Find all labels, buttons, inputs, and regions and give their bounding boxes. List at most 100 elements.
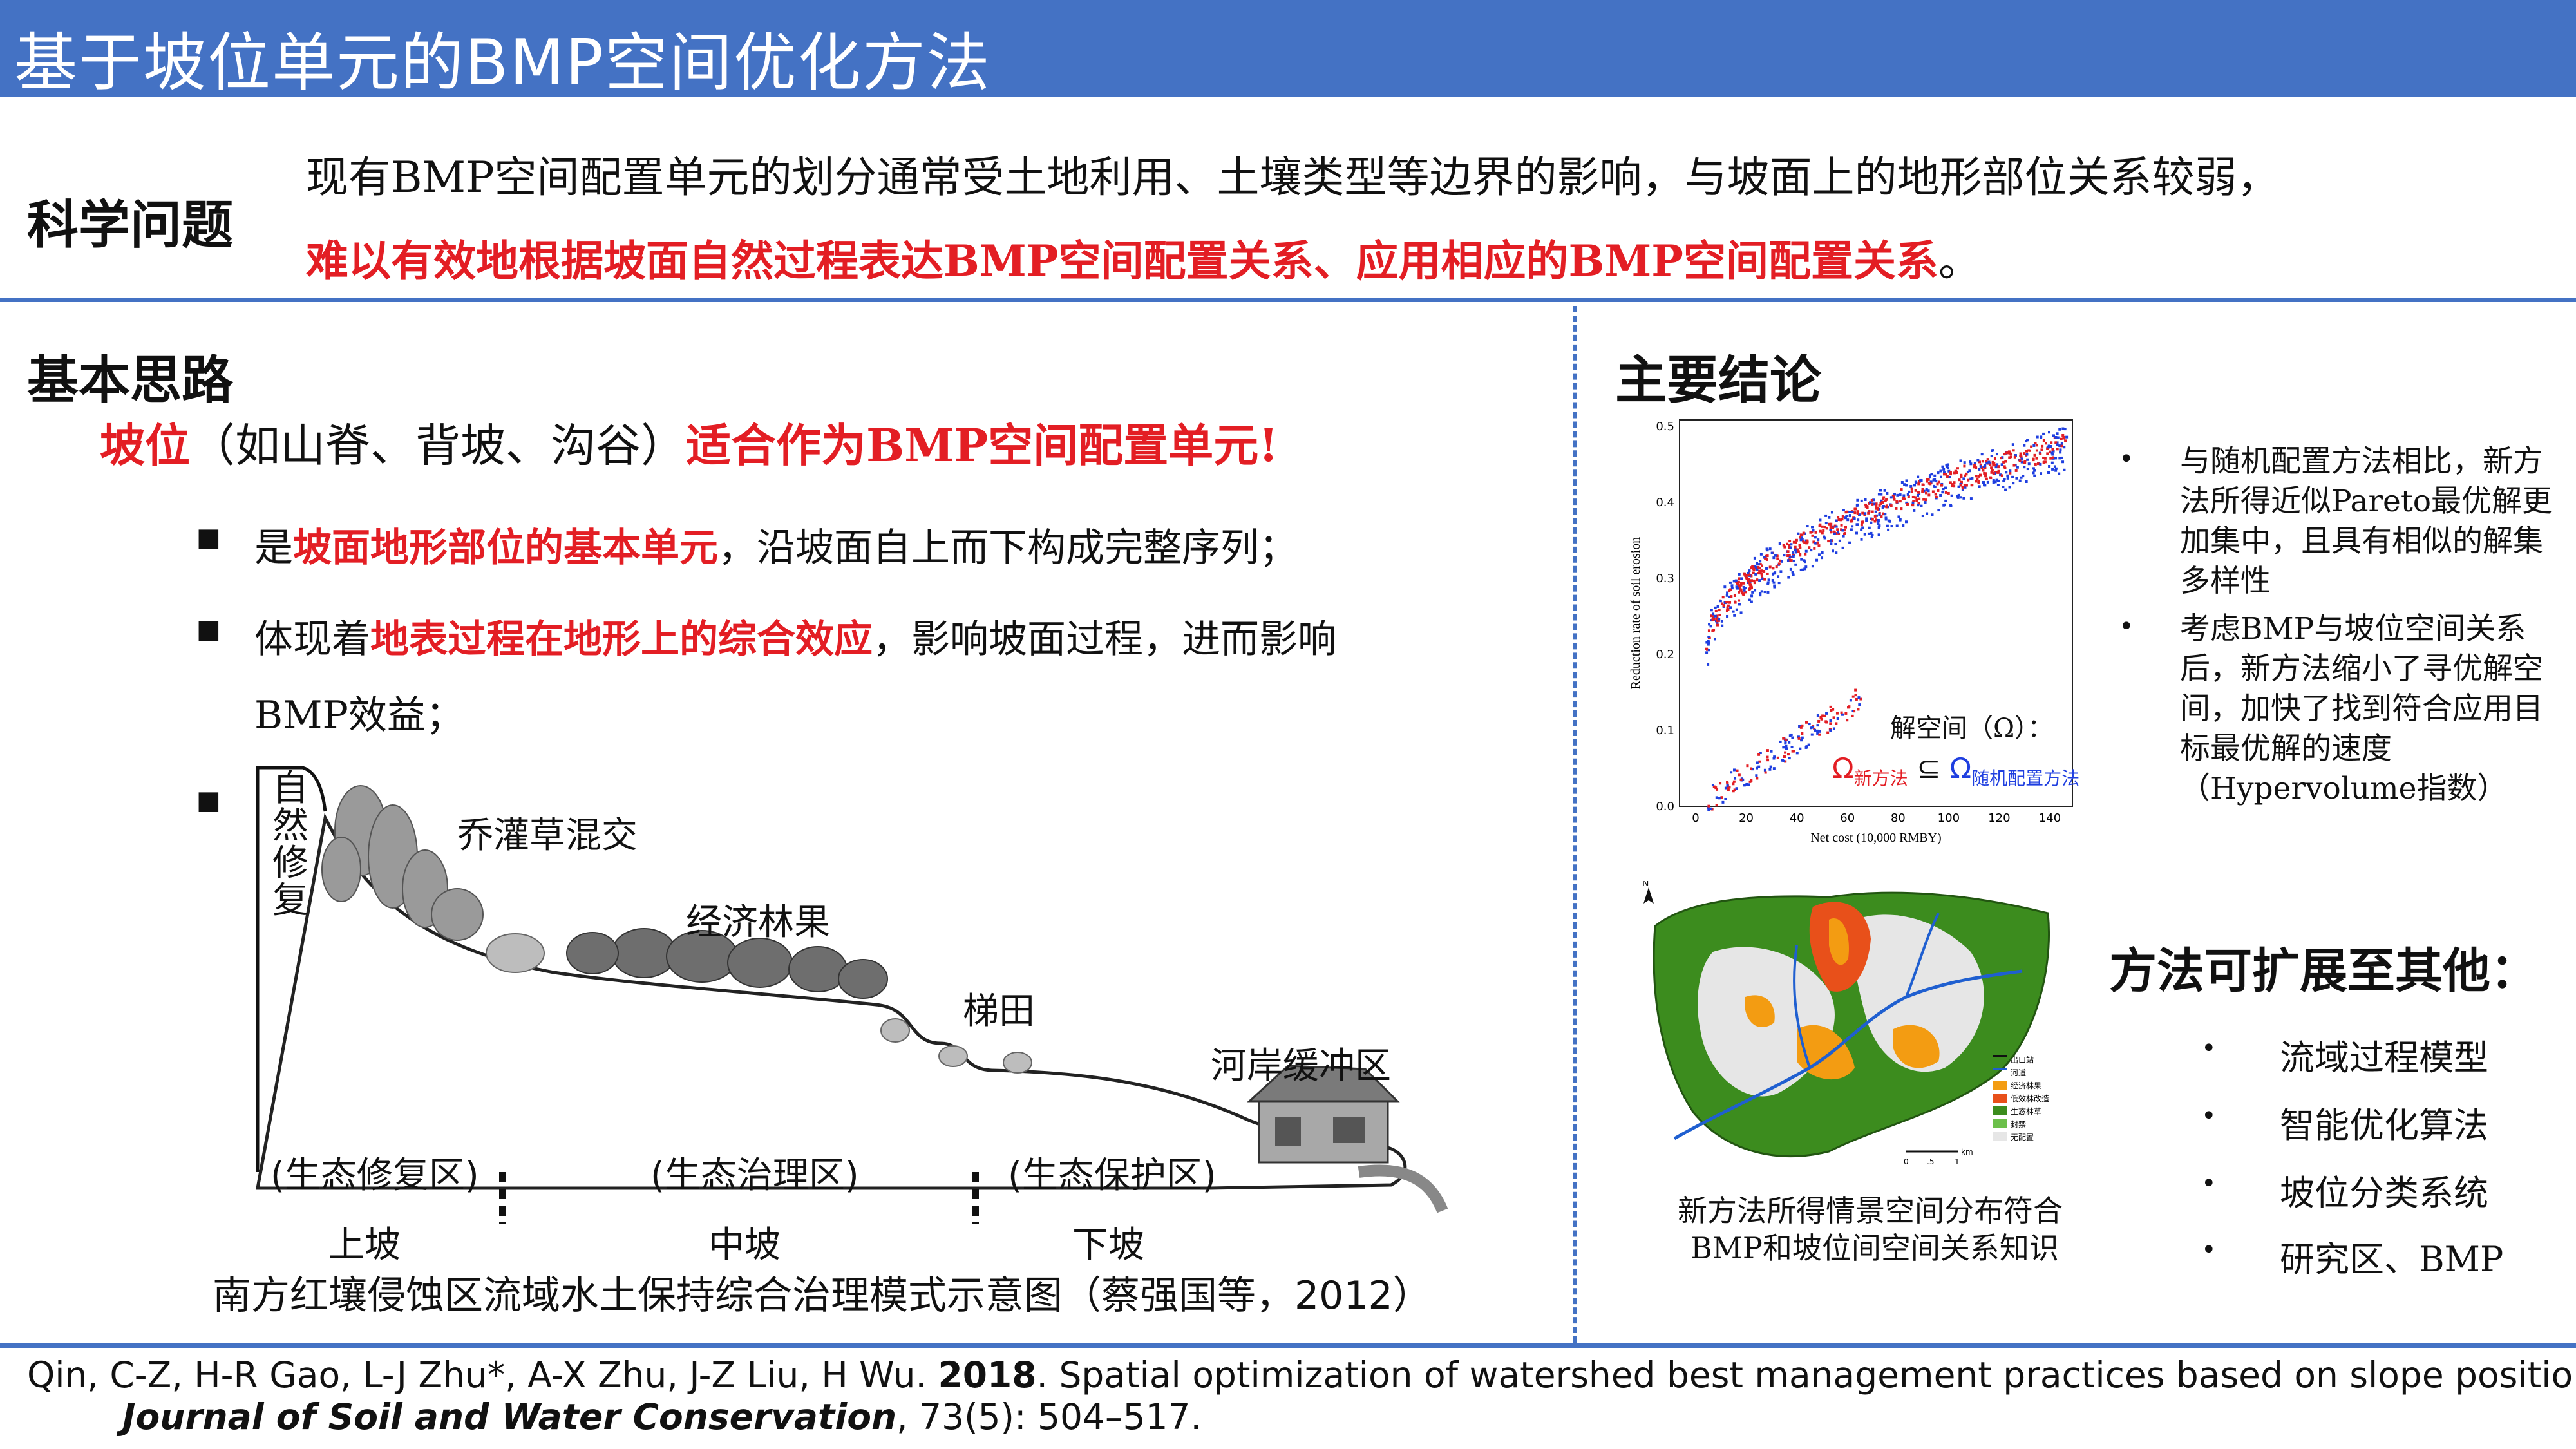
legend-label: 低效林改造 <box>2011 1094 2049 1103</box>
scatter-point <box>1935 480 1938 483</box>
scatter-point <box>1990 471 1993 474</box>
scatter-point <box>2000 474 2003 477</box>
scatter-point <box>1817 719 1821 723</box>
scatter-point <box>1817 544 1821 547</box>
scatter-point <box>1933 474 1937 477</box>
scatter-point <box>1852 695 1855 698</box>
scatter-point <box>1752 565 1756 568</box>
scatter-point <box>1864 498 1867 501</box>
scatter-point <box>1993 457 1996 460</box>
scatter-point <box>1940 484 1944 487</box>
scatter-point <box>1886 491 1889 495</box>
x-tick-label: 80 <box>1891 811 1906 825</box>
scatter-point <box>1819 529 1822 533</box>
scatter-point <box>1723 601 1727 604</box>
scatter-point <box>1878 504 1881 507</box>
scatter-point <box>1821 551 1824 554</box>
scatter-point <box>2042 456 2045 459</box>
scatter-point <box>1750 600 1753 603</box>
scatter-point <box>2027 449 2031 452</box>
scatter-point <box>2056 441 2059 444</box>
scatter-point <box>1719 600 1722 603</box>
scatter-point <box>1875 507 1878 510</box>
scatter-point <box>1964 474 1967 477</box>
scatter-point <box>1716 620 1719 623</box>
scatter-point <box>2002 460 2005 464</box>
scatter-point <box>1828 516 1831 519</box>
scatter-point <box>2014 469 2018 472</box>
scatter-point <box>1758 760 1761 763</box>
scatter-point <box>1733 614 1736 617</box>
scatter-point <box>1971 477 1974 480</box>
legend-label: 出口站 <box>2011 1056 2034 1065</box>
scatter-point <box>1871 518 1874 521</box>
scatter-point <box>1732 780 1736 783</box>
scatter-point <box>1858 513 1861 516</box>
scatter-point <box>1977 475 1980 478</box>
slope-schematic <box>256 766 1448 1224</box>
scatter-point <box>1969 462 1973 466</box>
scatter-point <box>1841 529 1844 532</box>
scatter-point <box>1772 581 1776 584</box>
scatter-point <box>1732 580 1736 583</box>
scatter-point <box>1732 790 1735 793</box>
scatter-point <box>1710 619 1713 622</box>
scatter-point <box>1978 468 1981 471</box>
scatter-point <box>1963 484 1966 487</box>
scatter-point <box>1873 502 1876 506</box>
scatter-point <box>1938 480 1941 484</box>
scatter-point <box>1877 493 1880 496</box>
scatter-point <box>1850 520 1853 523</box>
scatter-point <box>1808 546 1811 549</box>
scatter-point <box>1944 499 1947 502</box>
scatter-point <box>1996 470 1999 473</box>
scatter-point <box>1753 582 1756 585</box>
svg-text:1: 1 <box>1955 1157 1960 1166</box>
scatter-point <box>1707 629 1710 632</box>
extend-item-1: 流域过程模型 <box>2280 1037 2488 1078</box>
scatter-point <box>1992 472 1995 475</box>
bullet-square: ■ <box>196 523 221 553</box>
scatter-point <box>1947 491 1950 495</box>
scatter-point <box>1718 614 1721 617</box>
scatter-point <box>1835 525 1838 528</box>
scatter-point <box>1786 550 1790 553</box>
scatter-point <box>1789 559 1792 562</box>
scatter-point <box>1873 515 1877 518</box>
scatter-point <box>1766 755 1769 759</box>
idea-bullet-2-post: ，影响坡面过程，进而影响 <box>873 617 1336 662</box>
scatter-point <box>2011 475 2014 478</box>
scatter-point <box>1915 499 1918 502</box>
scatter-point <box>1785 747 1788 750</box>
scatter-point <box>1818 730 1821 733</box>
scatter-point <box>1788 555 1792 558</box>
legend-swatch <box>1993 1094 2007 1103</box>
scatter-point <box>2032 459 2035 462</box>
scatter-point <box>1712 612 1715 616</box>
scatter-point <box>1846 719 1849 722</box>
scatter-point <box>1811 526 1814 529</box>
scatter-point <box>1792 551 1795 554</box>
scatter-point <box>1843 532 1846 535</box>
scatter-point <box>2034 462 2037 466</box>
scatter-point <box>1903 483 1906 486</box>
scatter-point <box>1944 491 1947 494</box>
scatter-point <box>1844 511 1848 514</box>
map-caption-2: BMP和坡位间空间关系知识 <box>1690 1231 2059 1265</box>
scatter-point <box>1705 641 1709 644</box>
scatter-point <box>1786 753 1790 756</box>
y-tick-label: 0.4 <box>1656 496 1674 509</box>
scatter-point <box>1833 532 1836 535</box>
scatter-point <box>2050 451 2054 455</box>
scatter-point <box>1730 771 1733 774</box>
scatter-point <box>1946 475 1949 478</box>
scatter-point <box>1791 750 1794 753</box>
scatter-point <box>1902 524 1905 527</box>
scatter-point <box>1823 526 1826 529</box>
scatter-point <box>1799 546 1802 549</box>
scatter-point <box>2023 444 2026 447</box>
scatter-point <box>1782 746 1785 749</box>
scatter-point <box>1942 504 1946 507</box>
scatter-point <box>1815 729 1819 732</box>
scatter-point <box>1706 648 1709 651</box>
